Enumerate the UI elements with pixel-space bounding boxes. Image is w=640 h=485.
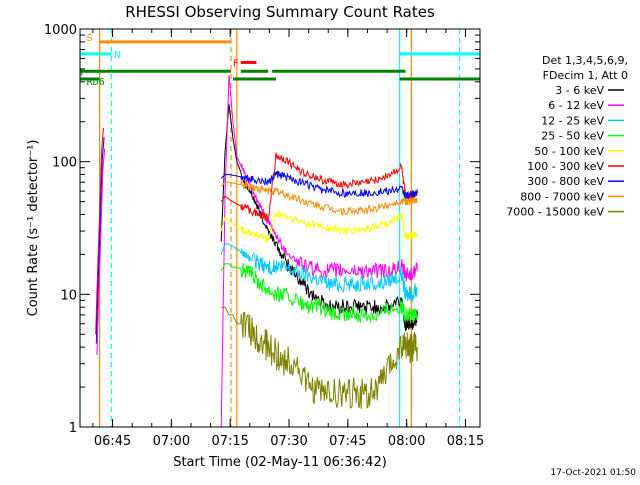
x-tick-label: 07:45: [329, 434, 366, 449]
y-tick-label: 10: [60, 288, 77, 303]
footer-timestamp: 17-Oct-2021 01:50: [551, 468, 637, 478]
plot-frame: [79, 28, 481, 428]
early-segment-line: [95, 137, 105, 344]
series-line: [220, 243, 418, 303]
x-tick-label: 06:45: [94, 434, 131, 449]
flag-label-rd8: RD8: [65, 67, 83, 78]
x-tick-label: 08:15: [447, 434, 484, 449]
legend-entry-label: 12 - 25 keV: [541, 114, 604, 127]
legend-header-line: Det 1,3,4,5,6,9,: [542, 54, 628, 67]
series-line: [220, 74, 418, 427]
series-line: [220, 263, 418, 323]
series-line: [220, 104, 418, 332]
x-tick-label: 08:00: [388, 434, 425, 449]
early-segment-line: [95, 127, 104, 335]
flag-label-rd6: RD6: [87, 77, 105, 88]
legend-header-line: FDecim 1, Att 0: [543, 69, 628, 82]
x-tick-label: 07:15: [211, 434, 248, 449]
legend-entry-label: 3 - 6 keV: [555, 84, 604, 97]
y-tick-label: 100: [52, 156, 77, 171]
flag-label-s: S: [87, 33, 93, 44]
flag-label-n: N: [114, 50, 120, 61]
y-tick-label: 1: [69, 421, 77, 436]
series-line: [221, 306, 418, 410]
series-line: [220, 179, 418, 217]
legend-entry-label: 100 - 300 keV: [527, 160, 604, 173]
chart-title: RHESSI Observing Summary Count Rates: [125, 3, 435, 21]
series-line: [220, 152, 418, 221]
flag-label-f: F: [233, 58, 239, 69]
x-axis-label: Start Time (02-May-11 06:36:42): [173, 455, 387, 470]
legend-entry-label: 7000 - 15000 keV: [506, 206, 604, 219]
y-axis-label: Count Rate (s⁻¹ detector⁻¹): [26, 140, 41, 317]
y-axis: 1 10 100 1000: [44, 23, 480, 436]
x-axis: 06:45 07:00 07:15 07:30 07:45 08:00 08:15: [92, 29, 484, 449]
legend: Det 1,3,4,5,6,9, FDecim 1, Att 0 3 - 6 keV…: [506, 54, 628, 219]
series-line: [220, 170, 418, 200]
legend-entry-label: 800 - 7000 keV: [520, 190, 604, 203]
legend-entry-label: 50 - 100 keV: [534, 145, 604, 158]
x-tick-label: 07:00: [153, 434, 190, 449]
legend-entry-label: 6 - 12 keV: [548, 99, 604, 112]
plot-content: S N F RD8 RD6: [65, 29, 480, 427]
legend-entry-label: 300 - 800 keV: [527, 175, 604, 188]
legend-entry-label: 25 - 50 keV: [541, 130, 604, 143]
x-tick-label: 07:30: [270, 434, 307, 449]
y-tick-label: 1000: [44, 23, 77, 38]
early-segment-line: [96, 148, 106, 355]
series-line: [220, 210, 418, 245]
